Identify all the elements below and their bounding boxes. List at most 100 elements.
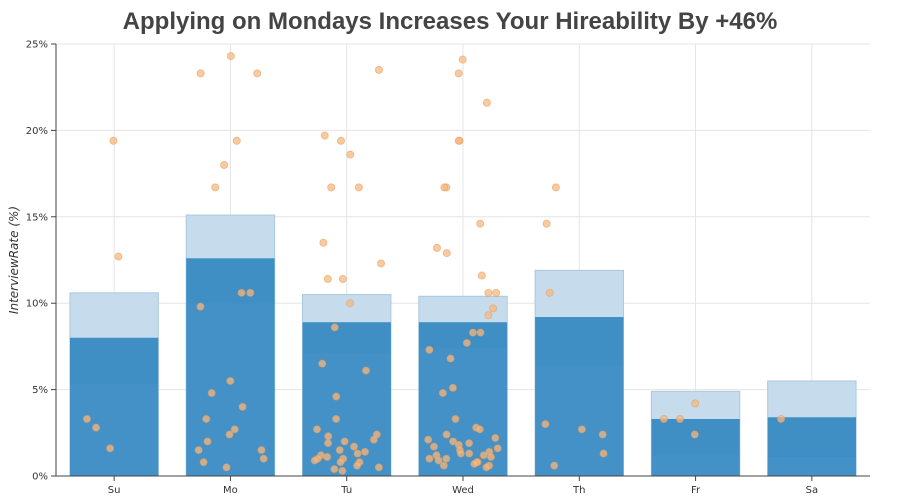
data-point-wed	[475, 425, 484, 434]
bar-lower-fr	[651, 455, 740, 476]
data-point-wed	[465, 449, 474, 458]
data-point-wed	[454, 69, 463, 78]
x-tick-label-th: Th	[572, 485, 585, 496]
data-point-mo	[232, 136, 241, 145]
data-point-th	[577, 425, 586, 434]
data-point-fr	[659, 414, 668, 423]
data-point-th	[599, 449, 608, 458]
data-point-mo	[226, 376, 235, 385]
data-point-su	[114, 252, 123, 261]
data-point-mo	[196, 69, 205, 78]
y-axis-title: InterviewRate (%)	[7, 206, 21, 314]
data-point-wed	[442, 430, 451, 439]
x-tick-label-mo: Mo	[223, 485, 238, 496]
data-point-wed	[476, 328, 485, 337]
data-point-tu	[320, 131, 329, 140]
data-point-tu	[374, 463, 383, 472]
data-point-tu	[340, 437, 349, 446]
data-point-wed	[484, 311, 493, 320]
data-point-wed	[425, 345, 434, 354]
data-point-wed	[424, 435, 433, 444]
data-point-wed	[432, 243, 441, 252]
bar-mean-fr	[651, 418, 740, 476]
data-point-sa	[777, 414, 786, 423]
data-point-mo	[237, 288, 246, 297]
data-point-wed	[434, 456, 443, 465]
data-point-th	[542, 219, 551, 228]
data-point-wed	[470, 459, 479, 468]
points-layer	[82, 52, 786, 475]
data-point-tu	[338, 275, 347, 284]
data-point-tu	[346, 299, 355, 308]
data-point-tu	[332, 414, 341, 423]
x-tick-label-wed: Wed	[452, 485, 474, 496]
data-point-mo	[238, 402, 247, 411]
bar-lower-su	[69, 384, 159, 476]
data-point-wed	[429, 442, 438, 451]
y-tick-label: 0%	[32, 472, 48, 483]
data-point-mo	[207, 389, 216, 398]
data-point-tu	[338, 466, 347, 475]
data-point-th	[550, 461, 559, 470]
data-point-tu	[374, 65, 383, 74]
data-point-wed	[440, 183, 449, 192]
data-point-wed	[487, 452, 496, 461]
bar-mean-tu	[302, 322, 391, 476]
data-point-mo	[253, 69, 262, 78]
data-point-mo	[211, 183, 220, 192]
data-point-wed	[492, 288, 501, 297]
data-point-th	[598, 430, 607, 439]
data-point-tu	[361, 447, 370, 456]
axes-layer: 0% 5% 10% 15% 20% 25% Su Mo Tu Wed Th Fr Sa	[26, 40, 870, 496]
data-point-wed	[446, 354, 455, 363]
data-point-tu	[330, 323, 339, 332]
data-point-mo	[194, 446, 203, 455]
bar-mean-su	[69, 337, 159, 476]
data-point-mo	[196, 302, 205, 311]
bar-mean-th	[535, 317, 624, 476]
data-point-mo	[226, 52, 235, 61]
data-point-tu	[369, 435, 378, 444]
data-point-tu	[377, 259, 386, 268]
data-point-wed	[449, 437, 458, 446]
y-tick-label: 25%	[26, 40, 48, 51]
data-point-th	[551, 183, 560, 192]
data-point-tu	[318, 359, 327, 368]
data-point-mo	[230, 425, 239, 434]
data-point-wed	[442, 454, 451, 463]
data-point-su	[92, 423, 101, 432]
data-point-tu	[336, 458, 345, 467]
bar-lower-th	[535, 365, 624, 476]
chart-title: Applying on Mondays Increases Your Hirea…	[122, 8, 778, 35]
data-point-wed	[462, 338, 471, 347]
data-point-su	[82, 414, 91, 423]
data-point-wed	[448, 383, 457, 392]
y-tick-label: 10%	[26, 299, 48, 310]
data-point-tu	[330, 465, 339, 474]
data-point-tu	[354, 183, 363, 192]
data-point-mo	[259, 454, 268, 463]
data-point-tu	[362, 366, 371, 375]
data-point-wed	[439, 461, 448, 470]
data-point-tu	[323, 275, 332, 284]
data-point-th	[545, 288, 554, 297]
data-point-tu	[319, 238, 328, 247]
y-tick-label: 20%	[26, 126, 48, 137]
data-point-su	[106, 444, 115, 453]
data-point-tu	[353, 461, 362, 470]
data-point-tu	[324, 439, 333, 448]
data-point-mo	[202, 414, 211, 423]
data-point-mo	[246, 288, 255, 297]
data-point-fr	[675, 414, 684, 423]
data-point-mo	[220, 160, 229, 169]
data-point-tu	[310, 456, 319, 465]
data-point-mo	[203, 437, 212, 446]
data-point-su	[109, 136, 118, 145]
data-point-tu	[353, 449, 362, 458]
data-point-wed	[489, 304, 498, 313]
bar-lower-sa	[767, 456, 857, 476]
data-point-th	[541, 420, 550, 429]
y-tick-label: 15%	[26, 212, 48, 223]
y-tick-label: 5%	[32, 385, 48, 396]
